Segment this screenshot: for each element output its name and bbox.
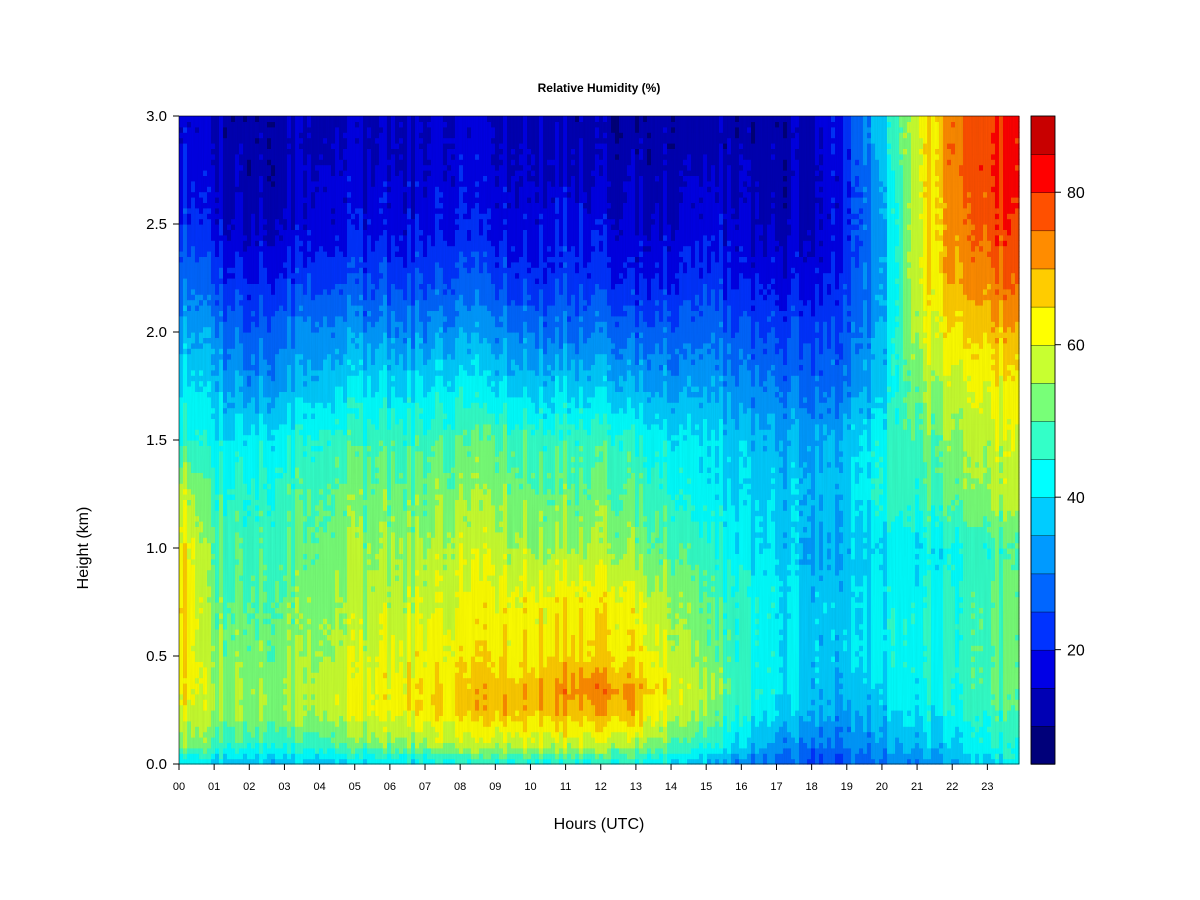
chart-title: Relative Humidity (%) <box>538 81 661 95</box>
